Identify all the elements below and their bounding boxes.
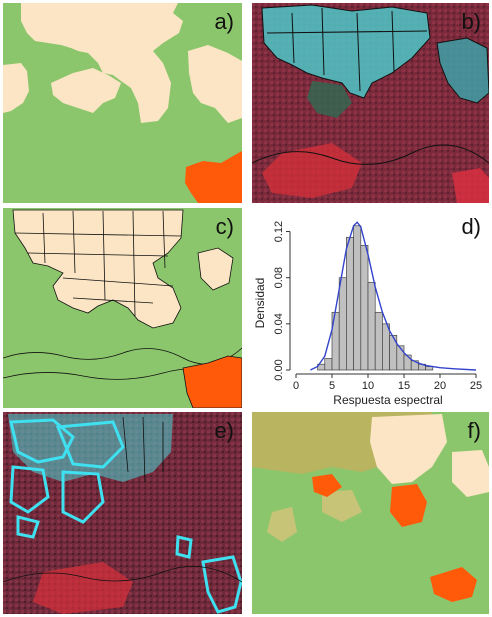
histogram-chart: 0 5 10 15 20 25 0.00 0.04 0.08 0.12 Respuesta esp… <box>252 208 489 408</box>
map-a-forest-patch-3 <box>3 63 29 113</box>
map-c-forest-right <box>197 247 234 291</box>
x-tick-label: 25 <box>470 380 482 392</box>
panel-e-label: e) <box>214 418 234 443</box>
map-c-forest-segments <box>12 209 184 329</box>
map-f-burned-area-2 <box>390 484 427 527</box>
map-a-forest-patch-2 <box>51 68 121 113</box>
map-f-canvas <box>252 412 489 614</box>
panel-e-satellite-overlay: e) <box>3 412 242 614</box>
panel-d-histogram: 0 5 10 15 20 25 0.00 0.04 0.08 0.12 Respuesta esp… <box>252 208 489 408</box>
histogram-bar <box>338 277 347 371</box>
x-tick-label: 15 <box>398 380 410 392</box>
map-b-cyan-patch-2 <box>437 38 489 103</box>
map-e-red-patch <box>33 562 133 614</box>
histogram-bar <box>396 345 405 371</box>
map-b-canvas <box>252 3 489 203</box>
map-f-olive-patch-3 <box>267 507 297 542</box>
histogram-axes: 0 5 10 15 20 25 0.00 0.04 0.08 0.12 <box>273 221 482 392</box>
histogram-bar <box>367 281 376 371</box>
panel-b-satellite-image: b) <box>252 3 489 203</box>
density-curve <box>310 221 477 371</box>
histogram-bar <box>353 225 362 371</box>
x-tick-label: 10 <box>362 380 374 392</box>
map-f-olive-patch-2 <box>322 490 362 522</box>
map-b-red-patch-2 <box>452 168 489 203</box>
histogram-bar <box>403 354 412 371</box>
map-a-burned-area <box>185 151 242 203</box>
map-f-burned-area <box>312 474 342 497</box>
panel-f-classification-result: f) <box>252 412 489 614</box>
y-tick-label: 0.12 <box>273 221 285 242</box>
map-c-canvas <box>3 208 242 408</box>
x-axis-title: Respuesta espectral <box>333 393 442 407</box>
panel-b-label: b) <box>461 9 481 34</box>
panel-c-segmented-map: c) <box>3 208 242 408</box>
map-b-green-patch <box>307 81 352 118</box>
histogram-bar <box>374 311 383 371</box>
map-e-canvas <box>3 412 242 614</box>
map-e-cyan-outlines <box>9 418 242 614</box>
y-tick-label: 0.08 <box>273 267 285 288</box>
map-e-cyan-patch <box>8 414 173 482</box>
panel-a-classification-map: a) <box>3 3 242 203</box>
y-axis-title: Densidad <box>253 278 267 329</box>
panel-f-label: f) <box>467 418 481 443</box>
x-tick-label: 20 <box>434 380 446 392</box>
map-a-forest-patch-4 <box>188 45 242 123</box>
x-tick-label: 5 <box>329 380 335 392</box>
histogram-bar <box>360 245 369 371</box>
map-f-burned-area-3 <box>430 567 477 602</box>
histogram-bar <box>324 358 333 371</box>
map-b-segment-borders <box>252 4 489 165</box>
y-tick-label: 0.04 <box>273 313 285 334</box>
map-a-forest-patch <box>21 3 183 123</box>
map-f-cream-patch <box>370 414 447 484</box>
x-tick-label: 0 <box>293 380 299 392</box>
map-a-canvas <box>3 3 242 203</box>
y-tick-label: 0.00 <box>273 359 285 380</box>
map-e-segment-borders <box>3 416 242 583</box>
histogram-bar <box>346 236 354 371</box>
map-f-cream-patch-2 <box>452 450 489 497</box>
panel-c-label: c) <box>215 214 234 239</box>
histogram-bar <box>382 323 390 371</box>
panel-a-label: a) <box>214 9 234 34</box>
map-b-red-patch <box>262 143 362 198</box>
map-c-burned-area <box>182 355 242 408</box>
panel-d-label: d) <box>461 214 481 239</box>
